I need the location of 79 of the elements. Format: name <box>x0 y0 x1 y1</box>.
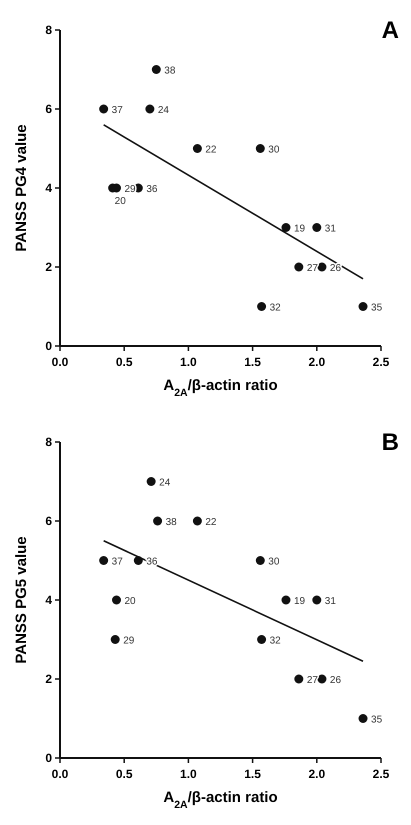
x-tick-label: 2.0 <box>308 767 326 781</box>
annotation: 24 <box>158 105 170 116</box>
x-tick-label: 0.5 <box>116 767 133 781</box>
annotation: 26 <box>330 263 342 274</box>
x-axis-title: A$_{2A}$/β-actin ratio <box>163 377 278 399</box>
annotation: 31 <box>324 596 336 607</box>
annotation: 35 <box>371 714 383 726</box>
annotation: 35 <box>371 302 383 314</box>
annotation: 30 <box>268 144 280 156</box>
x-tick-label: 2.0 <box>308 355 326 369</box>
point <box>317 262 326 272</box>
annotation: 27 <box>306 675 318 686</box>
point <box>192 144 202 153</box>
y-tick-label: 4 <box>45 181 52 195</box>
annotation: 26 <box>330 675 342 686</box>
x-tick-label: 2.5 <box>372 355 390 369</box>
point <box>112 596 121 604</box>
x-tick-label: 1.5 <box>244 767 262 781</box>
annotation: 36 <box>146 184 158 195</box>
y-tick-label: 4 <box>45 593 52 607</box>
x-tick-label: 0.0 <box>52 355 69 369</box>
annotation: 29 <box>123 636 135 646</box>
chart-title: B <box>382 429 399 456</box>
x-tick-label: 1.0 <box>180 767 198 781</box>
annotation: 29 <box>124 184 136 195</box>
y-tick-label: 2 <box>45 672 52 686</box>
point <box>256 144 265 153</box>
annotation: 32 <box>270 302 282 314</box>
annotation: 22 <box>205 144 217 156</box>
chart-title: A <box>382 17 399 44</box>
annotation: 38 <box>166 517 178 528</box>
point <box>358 302 368 311</box>
x-tick-label: 2.5 <box>372 767 390 781</box>
point <box>99 104 108 114</box>
x-axis-title: A$_{2A}$/β-actin ratio <box>163 789 278 811</box>
point <box>294 262 304 272</box>
annotation: 31 <box>324 224 336 234</box>
annotation: 38 <box>164 66 176 76</box>
y-tick-label: 0 <box>45 339 52 353</box>
annotation: 22 <box>205 517 217 528</box>
point <box>99 556 108 565</box>
point <box>257 302 266 311</box>
annotation: 20 <box>114 196 126 207</box>
point <box>312 596 322 604</box>
y-tick-label: 8 <box>45 435 52 449</box>
y-tick-label: 6 <box>45 514 52 528</box>
y-axis-title: PANSS PG4 value <box>13 124 30 252</box>
point <box>152 65 161 74</box>
point <box>110 635 120 644</box>
point <box>317 674 326 684</box>
y-tick-label: 2 <box>45 260 52 274</box>
point <box>153 516 162 526</box>
x-tick-label: 1.5 <box>244 355 262 369</box>
annotation: 19 <box>294 224 306 234</box>
y-tick-label: 0 <box>45 751 52 765</box>
y-axis-title: PANSS PG5 value <box>13 536 30 664</box>
annotation: 24 <box>159 478 171 488</box>
point <box>281 596 290 604</box>
point <box>281 223 290 232</box>
point <box>312 223 322 232</box>
point <box>146 477 156 486</box>
annotation: 19 <box>294 596 306 607</box>
point <box>192 516 202 526</box>
point <box>358 714 368 723</box>
point <box>145 104 154 114</box>
y-tick-label: 6 <box>45 102 52 116</box>
annotation: 32 <box>270 636 282 646</box>
annotation: 37 <box>112 556 124 568</box>
y-tick-label: 8 <box>45 23 52 37</box>
x-tick-label: 0.5 <box>116 355 133 369</box>
x-tick-label: 0.0 <box>52 767 69 781</box>
x-tick-label: 1.0 <box>180 355 198 369</box>
annotation: 27 <box>306 263 318 274</box>
annotation: 30 <box>268 556 280 568</box>
point <box>294 674 304 684</box>
annotation: 20 <box>124 596 136 607</box>
point <box>256 556 265 565</box>
point <box>257 635 266 644</box>
annotation: 37 <box>112 105 124 116</box>
